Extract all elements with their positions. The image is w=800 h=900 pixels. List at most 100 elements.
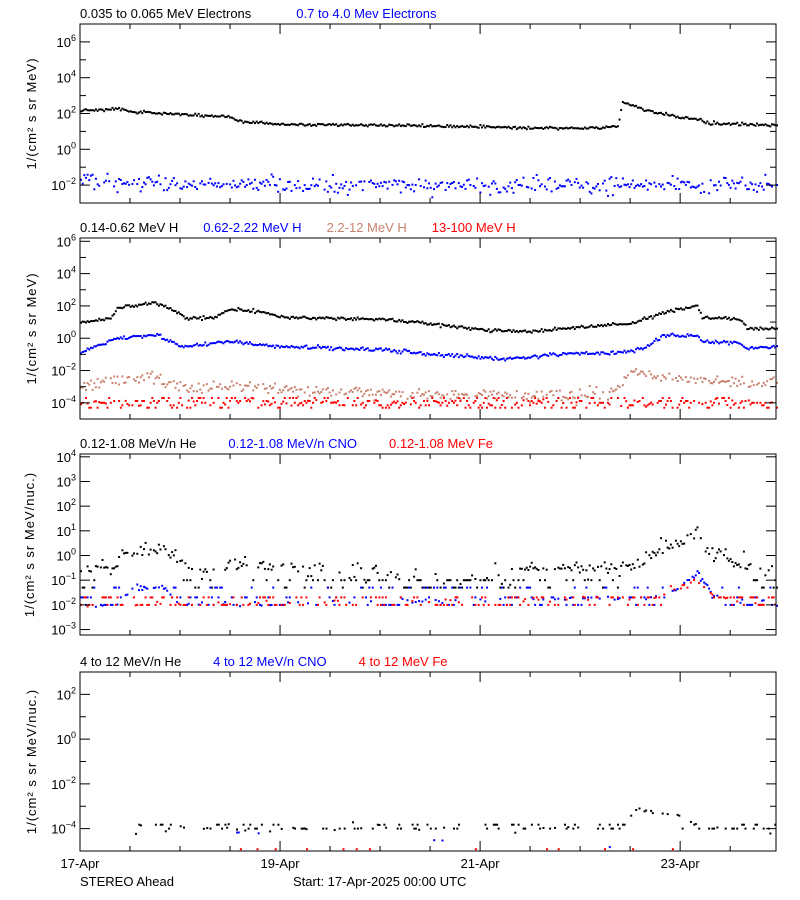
data-point [320, 401, 323, 404]
data-point [747, 386, 750, 388]
data-point [249, 341, 251, 344]
data-point [166, 113, 169, 115]
data-point [669, 400, 672, 402]
data-point [696, 334, 699, 337]
data-point [744, 346, 747, 349]
data-point [182, 185, 185, 188]
data-point [481, 586, 483, 589]
data-point [529, 356, 532, 359]
data-point [225, 310, 228, 313]
data-point [287, 601, 290, 604]
data-point [247, 398, 250, 401]
data-point [406, 586, 409, 589]
data-point [80, 178, 82, 181]
data-point [280, 564, 283, 567]
data-point [442, 397, 445, 399]
data-point [522, 399, 525, 402]
data-point [91, 586, 94, 589]
data-point [761, 327, 764, 330]
data-point [565, 406, 568, 409]
data-point [534, 603, 537, 606]
data-point [600, 324, 603, 326]
data-point [331, 349, 334, 352]
data-point [101, 379, 104, 382]
data-point [466, 353, 469, 356]
data-point [669, 333, 672, 336]
data-point [630, 349, 633, 352]
data-point [262, 400, 265, 403]
data-point [497, 391, 500, 394]
data-point [747, 188, 750, 191]
data-point [375, 399, 377, 402]
data-point [726, 380, 729, 383]
data-point [172, 177, 175, 180]
data-point [729, 340, 732, 343]
data-point [613, 353, 616, 355]
data-point [462, 183, 465, 186]
data-point [532, 598, 535, 601]
data-point [482, 401, 485, 404]
data-point [643, 373, 646, 376]
data-point [545, 188, 548, 191]
data-point [476, 397, 479, 399]
data-point [315, 124, 318, 127]
data-point [379, 123, 382, 126]
data-point [162, 189, 165, 192]
data-point [655, 554, 657, 557]
data-point [136, 583, 139, 586]
data-point [645, 598, 648, 601]
data-point [363, 318, 366, 321]
data-point [587, 578, 590, 581]
y-tick-label: 101 [57, 522, 76, 539]
data-point [351, 603, 354, 606]
data-point [88, 179, 91, 182]
data-point [303, 124, 306, 127]
data-point [509, 394, 512, 397]
data-point [209, 114, 212, 117]
data-point [355, 386, 358, 389]
data-point [648, 315, 651, 318]
data-point [131, 111, 134, 113]
data-point [162, 111, 165, 114]
data-point [225, 397, 228, 399]
data-point [385, 826, 388, 829]
data-point [645, 375, 648, 378]
data-point [192, 180, 195, 183]
data-point [230, 186, 233, 189]
data-point [593, 353, 596, 355]
data-point [290, 315, 293, 318]
data-point [683, 308, 686, 311]
data-point [313, 346, 316, 349]
data-point [81, 182, 84, 185]
data-point [134, 335, 137, 338]
y-tick-label: 104 [57, 69, 76, 86]
data-point [144, 586, 147, 589]
data-point [262, 311, 265, 313]
data-point [608, 177, 611, 180]
data-point [355, 848, 358, 851]
data-point [540, 183, 543, 186]
y-tick-label: 10−2 [51, 176, 76, 193]
data-point [633, 105, 636, 108]
data-point [698, 309, 701, 312]
data-point [353, 400, 356, 402]
data-point [217, 385, 220, 388]
data-point [713, 401, 715, 404]
data-point [348, 318, 351, 321]
data-point [749, 603, 752, 606]
data-point [610, 397, 613, 399]
data-point [290, 404, 293, 407]
data-point [199, 115, 202, 118]
data-point [147, 302, 150, 305]
data-point [152, 382, 155, 385]
data-point [355, 124, 358, 127]
data-point [250, 343, 253, 345]
data-point [109, 339, 112, 342]
data-point [752, 347, 755, 350]
data-point [303, 345, 306, 348]
data-point [553, 568, 556, 571]
data-point [494, 603, 497, 606]
data-point [138, 381, 140, 384]
data-point [656, 375, 659, 378]
data-point [462, 397, 465, 399]
